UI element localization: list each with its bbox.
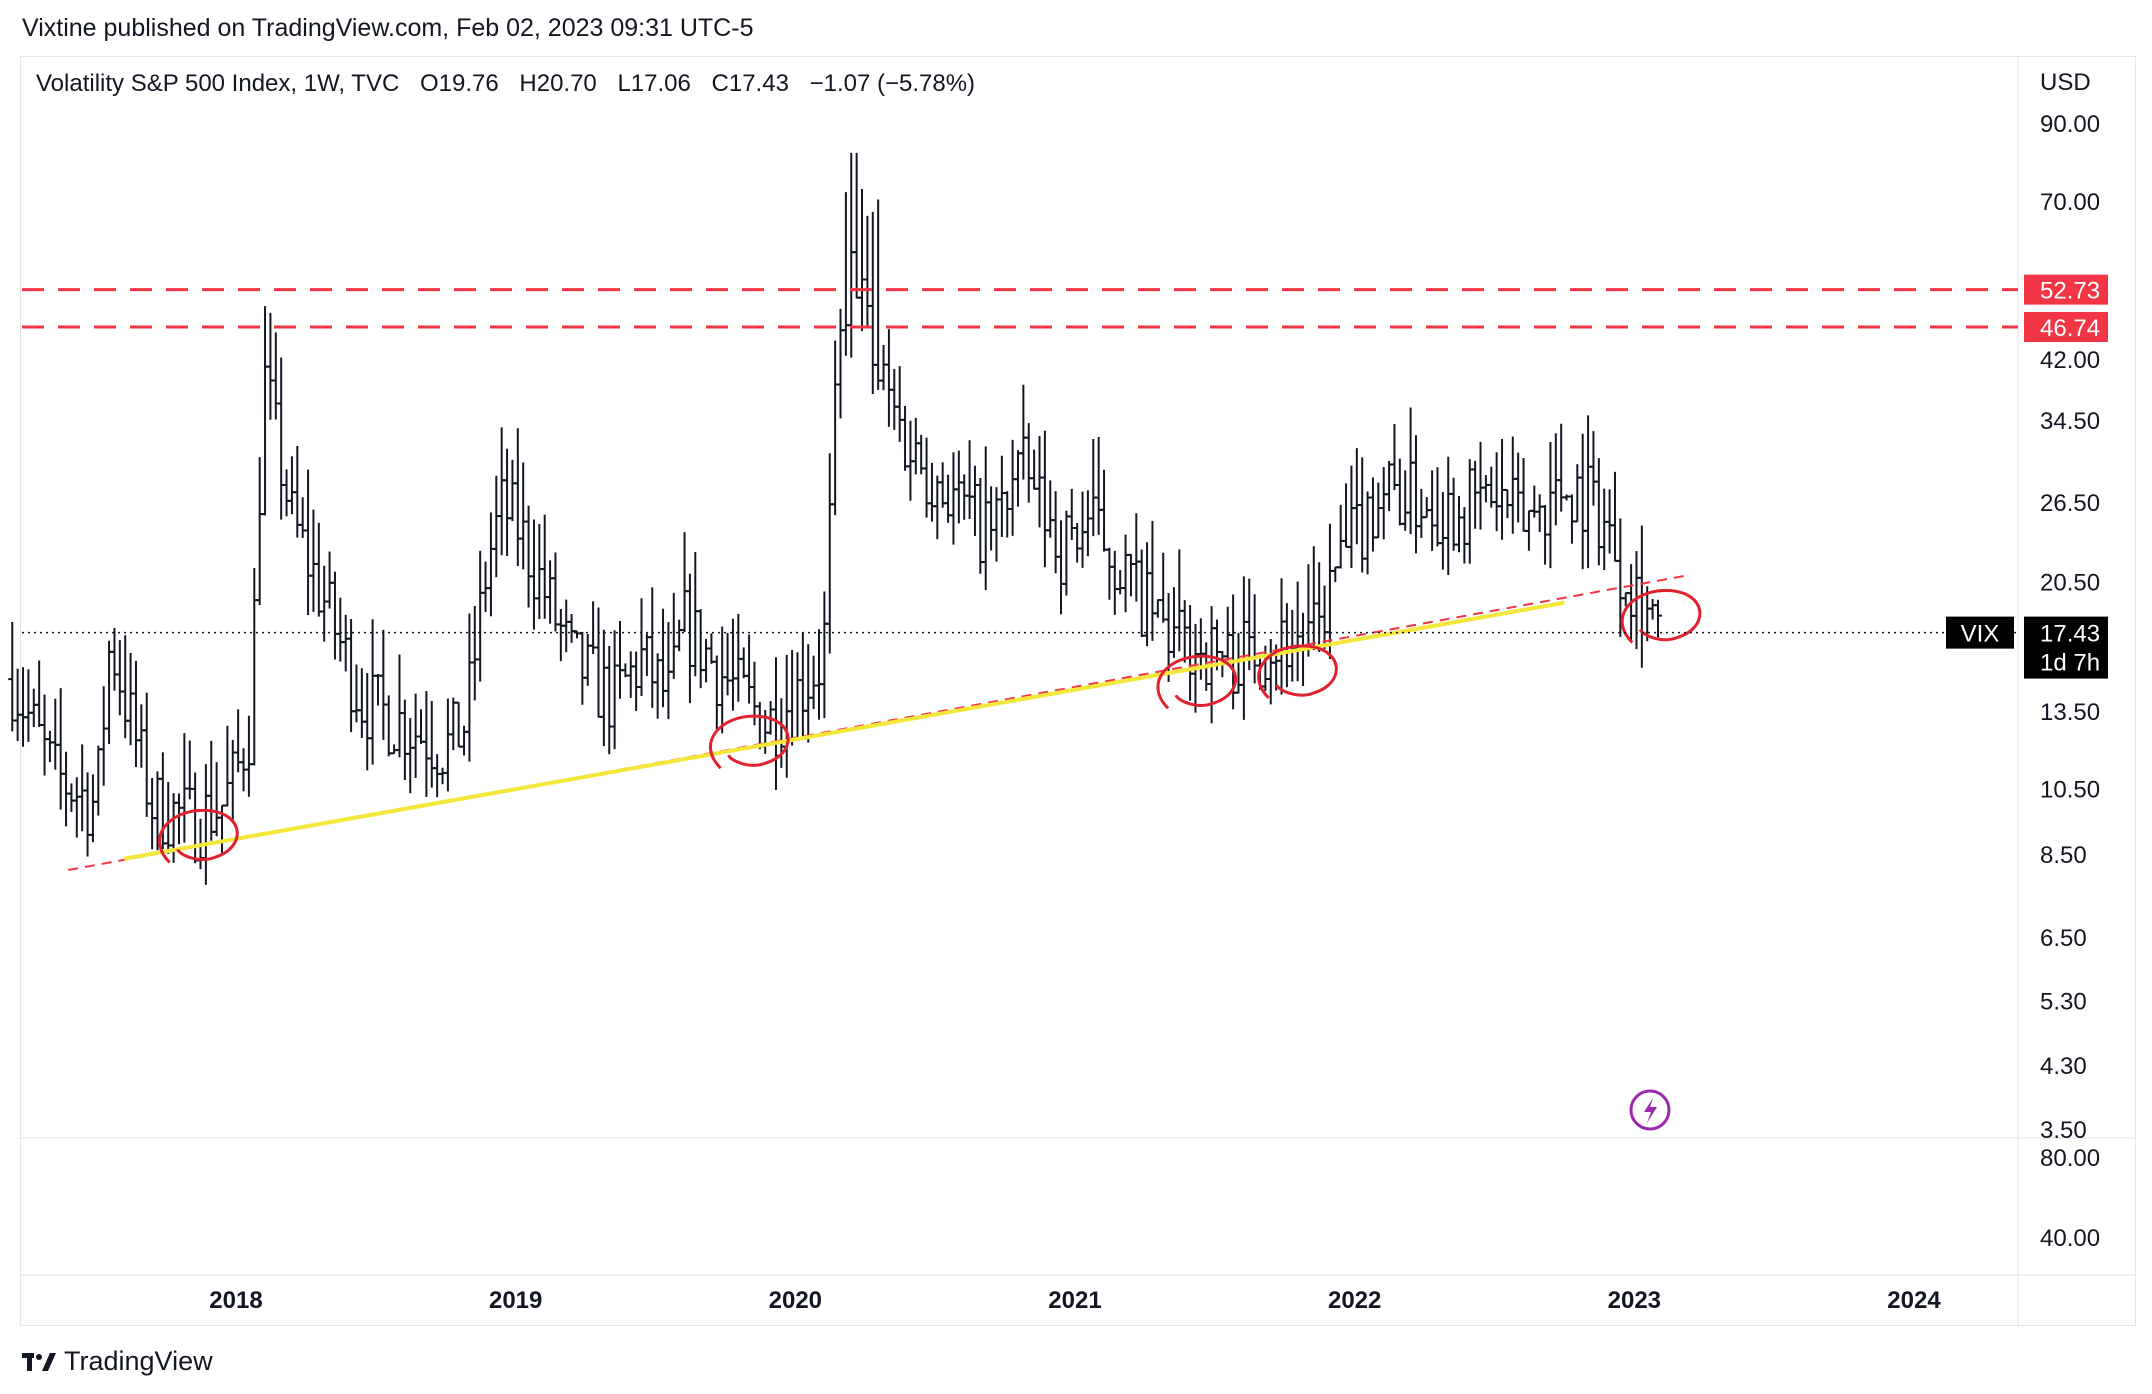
chart-grid <box>20 56 2136 1325</box>
highlight-circle <box>1257 644 1338 700</box>
time-tick-label: 2018 <box>209 1287 262 1314</box>
highlight-circle <box>1620 589 1702 644</box>
highlight-circle <box>708 714 790 770</box>
price-tick-label: 5.30 <box>2040 988 2087 1015</box>
highlight-circle <box>158 808 239 864</box>
tradingview-logo[interactable]: TradingView <box>22 1346 213 1377</box>
level-price-tag <box>2024 311 2108 342</box>
legend-open: O19.76 <box>419 70 499 97</box>
time-tick-label: 2021 <box>1048 1287 1101 1314</box>
time-tick-label: 2020 <box>769 1287 822 1314</box>
ohlc-bars <box>8 152 1662 885</box>
level-price-tag <box>2024 274 2108 305</box>
legend-change: −1.07 (−5.78%) <box>809 70 976 97</box>
level-price-label: 46.74 <box>2040 315 2100 342</box>
legend-high: H20.70 <box>519 70 597 97</box>
time-axis: 2018 2019 2020 2021 2022 2023 2024 <box>209 1287 1941 1314</box>
price-tick-label: 8.50 <box>2040 842 2087 869</box>
lower-pane-tick-label: 40.00 <box>2040 1225 2100 1252</box>
price-tick-label: 13.50 <box>2040 699 2100 726</box>
price-tick-label: 10.50 <box>2040 777 2100 804</box>
level-price-label: 52.73 <box>2040 278 2100 305</box>
price-tick-label: 42.00 <box>2040 347 2100 374</box>
price-tick-label: 4.30 <box>2040 1053 2087 1080</box>
time-tick-label: 2023 <box>1608 1287 1661 1314</box>
price-tick-label: 3.50 <box>2040 1117 2087 1144</box>
lightning-bolt <box>1644 1098 1657 1123</box>
price-tick-label: 70.00 <box>2040 189 2100 216</box>
price-tick-label: 34.50 <box>2040 408 2100 435</box>
symbol-tag-label: VIX <box>1961 621 2000 648</box>
tradingview-brand: TradingView <box>64 1346 213 1376</box>
legend-low: L17.06 <box>617 70 691 97</box>
bar-countdown-label: 1d 7h <box>2040 650 2100 677</box>
currency-label: USD <box>2040 69 2091 96</box>
price-tick-label: 90.00 <box>2040 111 2100 138</box>
highlight-circle <box>1156 654 1238 710</box>
legend-close: C17.43 <box>711 70 789 97</box>
tradingview-logo-icon <box>22 1352 56 1371</box>
published-line: Vixtine published on TradingView.com, Fe… <box>22 14 754 42</box>
support-trend-line <box>123 600 1565 861</box>
current-price-tag <box>2024 616 2108 679</box>
time-tick-label: 2024 <box>1887 1287 1941 1314</box>
price-axis: USD 90.00 70.00 42.00 34.50 26.50 20.50 13.50 10… <box>1946 69 2108 1252</box>
current-price-label: 17.43 <box>2040 621 2100 648</box>
chart-frame <box>20 56 2136 1326</box>
time-tick-label: 2019 <box>489 1287 542 1314</box>
symbol-legend: Volatility S&P 500 Index, 1W, TVC O19.76… <box>36 70 989 98</box>
price-tick-label: 20.50 <box>2040 569 2100 596</box>
drawings <box>22 288 2018 1131</box>
time-tick-label: 2022 <box>1328 1287 1381 1314</box>
price-tick-label: 6.50 <box>2040 925 2087 952</box>
legend-symbol: Volatility S&P 500 Index, 1W, TVC <box>36 70 400 97</box>
price-tick-label: 26.50 <box>2040 490 2100 517</box>
lower-pane-tick-label: 80.00 <box>2040 1145 2100 1172</box>
symbol-tag <box>1946 616 2014 649</box>
